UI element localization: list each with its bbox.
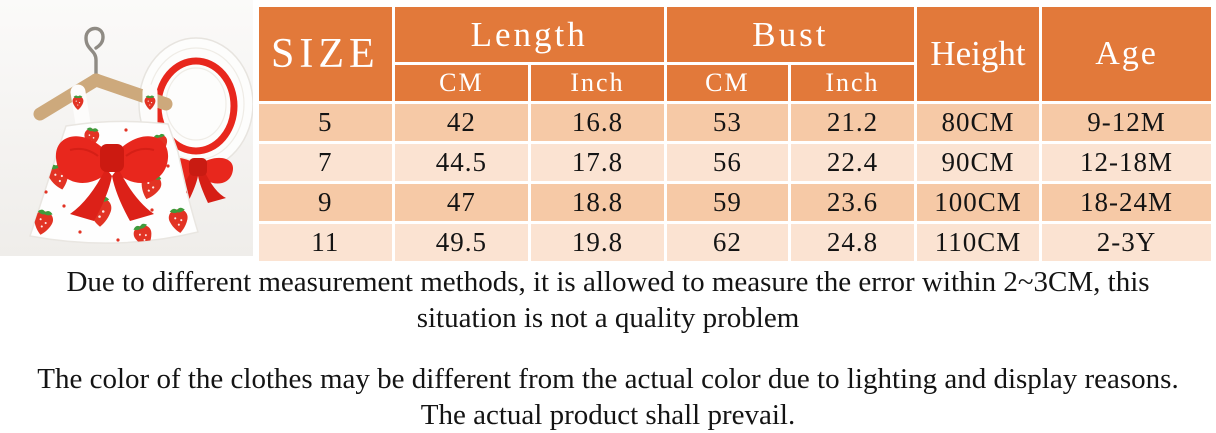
header-age: Age	[1041, 6, 1213, 103]
cell-length_inch: 18.8	[530, 183, 666, 223]
cell-length_cm: 47	[393, 183, 530, 223]
product-photo	[0, 0, 253, 256]
cell-bust_cm: 59	[665, 183, 789, 223]
header-bust: Bust	[665, 6, 915, 64]
size-table: SIZE Length Bust Height Age CM Inch CM I…	[256, 4, 1214, 264]
header-length-inch: Inch	[530, 64, 666, 103]
cell-bust_inch: 22.4	[789, 143, 915, 183]
header-length: Length	[393, 6, 665, 64]
header-size: SIZE	[258, 6, 394, 103]
top-section: SIZE Length Bust Height Age CM Inch CM I…	[0, 0, 1216, 256]
cell-bust_inch: 23.6	[789, 183, 915, 223]
product-photo-illustration	[0, 0, 253, 256]
color-note: The color of the clothes may be differen…	[30, 361, 1186, 433]
cell-bust_cm: 56	[665, 143, 789, 183]
cell-bust_cm: 53	[665, 103, 789, 143]
cell-age: 12-18M	[1041, 143, 1213, 183]
header-bust-cm: CM	[665, 64, 789, 103]
cell-size: 5	[258, 103, 394, 143]
cell-height: 90CM	[915, 143, 1040, 183]
header-length-cm: CM	[393, 64, 530, 103]
cell-size: 9	[258, 183, 394, 223]
size-table-header: SIZE Length Bust Height Age CM Inch CM I…	[258, 6, 1213, 103]
cell-age: 18-24M	[1041, 183, 1213, 223]
measurement-note: Due to different measurement methods, it…	[30, 264, 1186, 337]
cell-height: 100CM	[915, 183, 1040, 223]
size-table-container: SIZE Length Bust Height Age CM Inch CM I…	[253, 0, 1216, 256]
cell-length_cm: 42	[393, 103, 530, 143]
cell-length_inch: 16.8	[530, 103, 666, 143]
cell-bust_inch: 21.2	[789, 103, 915, 143]
cell-length_cm: 44.5	[393, 143, 530, 183]
cell-size: 7	[258, 143, 394, 183]
cell-length_inch: 17.8	[530, 143, 666, 183]
cell-age: 9-12M	[1041, 103, 1213, 143]
cell-height: 80CM	[915, 103, 1040, 143]
disclaimer-notes: Due to different measurement methods, it…	[0, 256, 1216, 433]
header-height: Height	[915, 6, 1040, 103]
header-bust-inch: Inch	[789, 64, 915, 103]
